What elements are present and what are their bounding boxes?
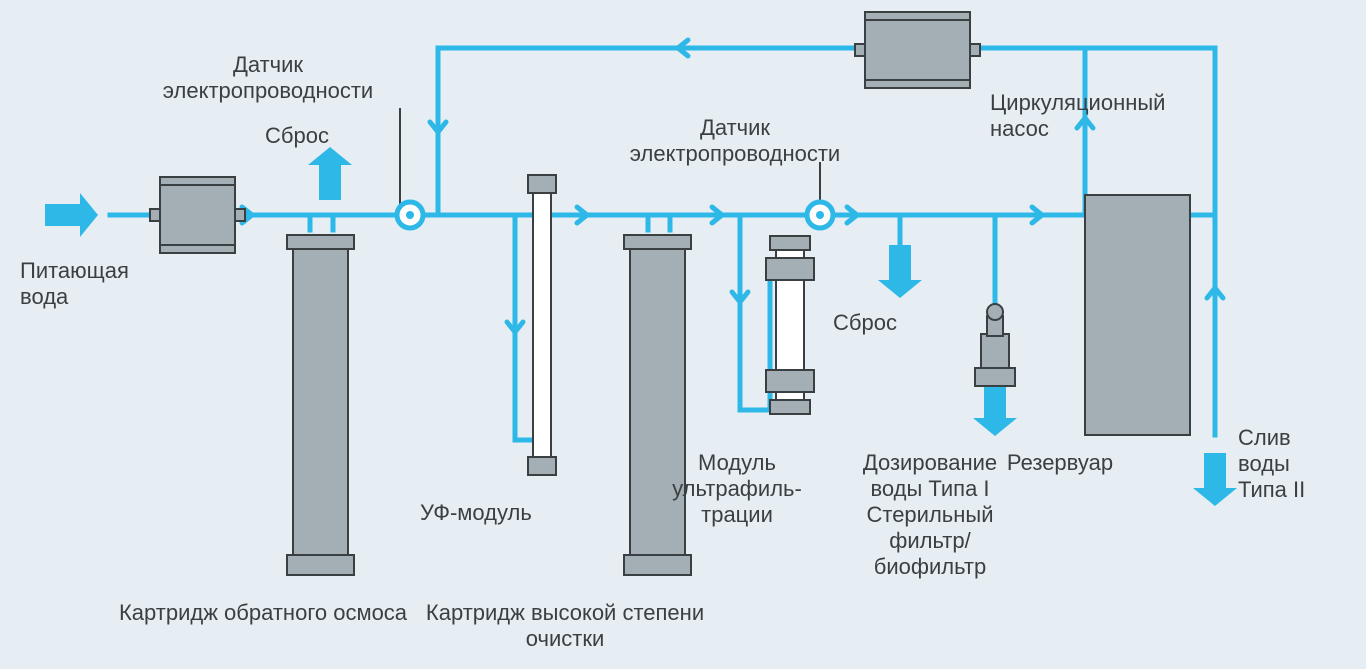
big-arrow-head	[878, 280, 922, 298]
label-discharge1: Сброс	[265, 123, 329, 149]
ro-cartridge-cap-top	[287, 235, 354, 249]
sensor-dot	[406, 211, 414, 219]
dose-head	[975, 304, 1015, 386]
label-discharge2: Сброс	[833, 310, 897, 336]
sensor-dot	[816, 211, 824, 219]
big-arrow-head	[308, 147, 352, 165]
label-feed: Питающая вода	[20, 258, 129, 310]
polish-cartridge-cap-bot	[624, 555, 691, 575]
big-arrow	[45, 204, 80, 226]
ro-cartridge	[293, 247, 348, 555]
big-arrow-head	[80, 193, 98, 237]
label-out: Слив воды Типа II	[1238, 425, 1305, 503]
label-pump: Циркуляционный насос	[990, 90, 1165, 142]
label-uv: УФ-модуль	[420, 500, 532, 526]
ro-cartridge-cap-bot	[287, 555, 354, 575]
label-cond1: Датчик электропроводности	[163, 52, 373, 104]
big-arrow	[1204, 453, 1226, 488]
big-arrow-head	[1193, 488, 1237, 506]
big-arrow	[319, 165, 341, 200]
pump	[150, 177, 245, 253]
big-arrow	[984, 383, 1006, 418]
label-dose: Дозирование воды Типа I Стерильный фильт…	[863, 450, 997, 580]
label-ro: Картридж обратного осмоса	[119, 600, 407, 626]
reservoir	[1085, 195, 1190, 435]
polish-cartridge-cap-top	[624, 235, 691, 249]
big-arrow-head	[973, 418, 1017, 436]
uf-module	[766, 236, 814, 414]
pump	[855, 12, 980, 88]
uv-module	[528, 175, 556, 475]
label-uf: Модуль ультрафиль- трации	[672, 450, 802, 528]
label-cond2: Датчик электропроводности	[630, 115, 840, 167]
label-tank: Резервуар	[1007, 450, 1113, 476]
big-arrow	[889, 245, 911, 280]
label-polish: Картридж высокой степени очистки	[426, 600, 704, 652]
